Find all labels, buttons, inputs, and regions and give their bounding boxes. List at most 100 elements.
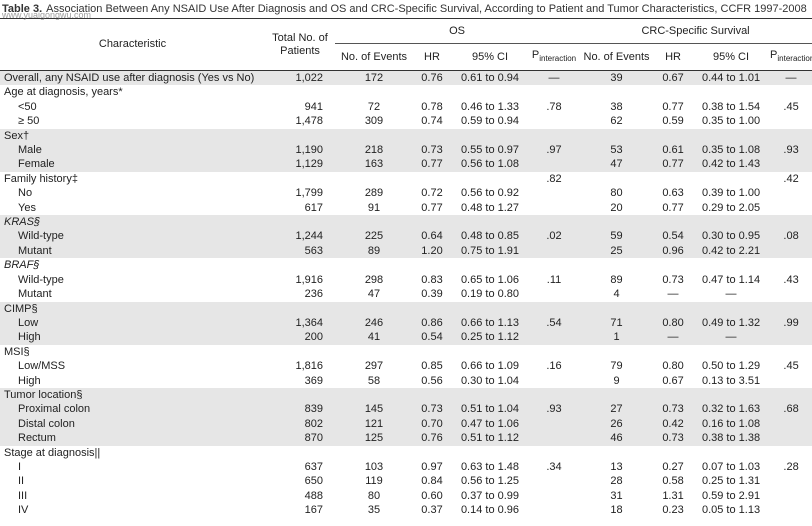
cell: 0.86 (413, 315, 451, 331)
cell (451, 128, 529, 144)
cell (770, 489, 812, 503)
column-header-main: P (531, 48, 540, 61)
row-label: No (18, 187, 33, 200)
cell (335, 128, 413, 144)
cell: 167 (304, 504, 323, 517)
column-header: HR (665, 50, 681, 63)
cell: 125 (335, 431, 413, 446)
cell (770, 330, 812, 345)
column-header-sub: interaction (777, 54, 812, 64)
cell: 89 (610, 273, 623, 286)
sub-row: Rectum 870 125 0.76 0.51 to 1.12 46 0.73 0.38 t… (0, 431, 812, 446)
cell: 289 (364, 187, 384, 200)
sub-row: IV 167 35 0.37 0.14 to 0.96 18 0.23 0.05 to 1.1… (0, 503, 812, 517)
cell: 71 (579, 315, 655, 331)
cell: — (725, 288, 737, 301)
column-header-sub: interaction (539, 54, 577, 64)
cell (335, 345, 413, 359)
cell: 27 (579, 402, 655, 417)
row-label: I (18, 460, 22, 473)
group-row: MSI§ (0, 345, 812, 359)
cell (265, 85, 335, 99)
cell: 0.72 (421, 187, 443, 200)
cell: 0.07 to 1.03 (701, 460, 761, 473)
cell: 1,190 (265, 143, 335, 158)
sub-row: Yes 617 91 0.77 0.48 to 1.27 20 0.77 0.29 to 2.… (0, 201, 812, 215)
cell (770, 128, 812, 144)
cell (335, 172, 413, 186)
cell: 0.73 (413, 402, 451, 417)
cell: .97 (529, 143, 580, 158)
cell (654, 128, 693, 144)
group-row: Family history‡ .82 .42 (0, 172, 812, 186)
sub-row: I 637 103 0.97 0.63 to 1.48 .34 13 0.27 0.07 to … (0, 460, 812, 474)
cell (770, 201, 812, 215)
cell: .16 (546, 360, 562, 373)
cell: .45 (783, 360, 799, 373)
cell (265, 258, 335, 272)
cell: 0.14 to 0.96 (460, 504, 520, 517)
cell: — (654, 330, 693, 345)
cell (770, 215, 812, 230)
cell: 31 (610, 489, 623, 502)
group-header: CRC-Specific Survival (579, 19, 812, 44)
cell: 1,816 (295, 360, 323, 373)
cell: 0.85 (421, 360, 443, 373)
cell (529, 85, 579, 99)
cell (770, 345, 812, 359)
cell: .82 (546, 172, 562, 185)
cell: 0.32 to 1.63 (692, 402, 771, 417)
cell (529, 201, 579, 215)
cell (529, 215, 580, 230)
cell (529, 374, 579, 388)
row-label: Proximal colon (0, 402, 265, 417)
cell: 0.42 (654, 416, 693, 432)
cell (770, 416, 812, 432)
row-label: Mutant (18, 288, 52, 301)
cell (529, 258, 579, 272)
cell: 1 (579, 330, 655, 345)
header-row: No. of Events HR 95% CI Pinteraction No. of … (0, 44, 812, 71)
cell: 0.42 to 1.43 (692, 157, 771, 172)
cell: 58 (367, 374, 381, 387)
cell: 0.37 (421, 504, 443, 517)
column-header: 95% CI (471, 50, 509, 63)
table-title: Table 3. Association Between Any NSAID Us… (0, 0, 812, 19)
cell (413, 85, 451, 99)
cell (529, 330, 580, 345)
cell: 0.83 (421, 273, 443, 286)
cell: 0.23 (662, 504, 684, 517)
cell: 91 (367, 201, 381, 214)
cell: 1,916 (295, 273, 323, 286)
cell: .02 (529, 229, 580, 244)
cell: 0.84 (421, 475, 443, 488)
sub-row: Low 1,364 246 0.86 0.66 to 1.13.54 71 0.80 0.49… (0, 315, 812, 331)
cell: 0.48 to 0.85 (451, 229, 529, 244)
cell: 47 (579, 157, 655, 172)
cell: 0.67 (654, 70, 693, 86)
cell: 79 (610, 360, 623, 373)
cell (579, 387, 655, 403)
cell (692, 172, 770, 186)
cell (770, 258, 812, 272)
cell (692, 387, 771, 403)
cell: 119 (365, 475, 383, 488)
cell: 25 (579, 243, 655, 259)
cell: 53 (579, 143, 655, 158)
row-label: MSI§ (4, 345, 30, 358)
cell: 369 (304, 374, 323, 387)
cell: 1,129 (265, 157, 335, 172)
cell: 0.13 to 3.51 (701, 374, 761, 387)
sub-row: Low/MSS 1,816 297 0.85 0.66 to 1.09 .16 79 0.80… (0, 359, 812, 373)
data-table: Characteristic Total No. of Patients OS CRC… (0, 19, 812, 518)
cell: 0.59 (662, 115, 684, 128)
group-row: Age at diagnosis, years* (0, 85, 812, 99)
column-header-main: P (770, 48, 778, 61)
cell: 0.80 (662, 360, 684, 373)
cell (579, 258, 654, 272)
cell: 0.37 to 0.99 (460, 489, 520, 502)
cell: 0.47 to 1.14 (701, 273, 761, 286)
cell: 0.25 to 1.31 (701, 475, 761, 488)
cell: .78 (546, 100, 562, 113)
cell: .54 (529, 315, 580, 331)
